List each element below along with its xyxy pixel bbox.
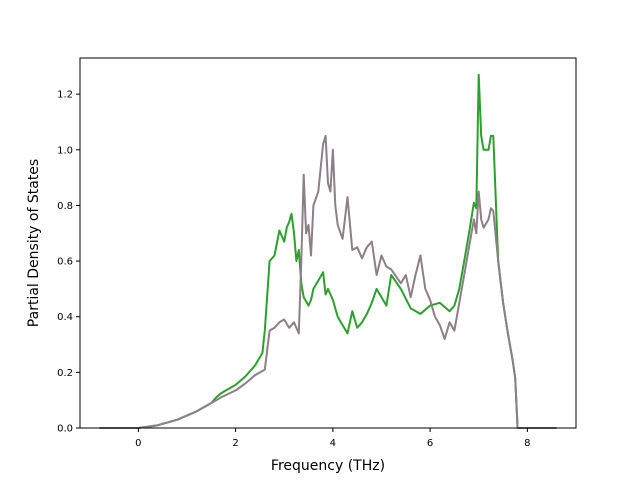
series-line-2: [99, 134, 557, 429]
y-tick-label: 0.0: [57, 424, 73, 435]
x-tick-label: 0: [135, 438, 141, 449]
y-tick-label: 0.2: [57, 368, 73, 379]
plot-frame: [79, 57, 577, 429]
x-tick-label: 4: [330, 438, 336, 449]
y-tick-label: 1.2: [57, 90, 73, 101]
y-tick-label: 0.8: [57, 201, 73, 212]
axis-ticks: 0 2 4 6 8 0.0 0.2 0.4 0.6 0.8 1.0 1.2: [57, 90, 530, 449]
x-tick-label: 8: [524, 438, 530, 449]
series-lines: [99, 73, 557, 429]
y-axis-label: Partial Density of States: [26, 159, 42, 327]
x-axis-label: Frequency (THz): [271, 458, 385, 474]
y-tick-label: 0.4: [57, 312, 73, 323]
y-tick-label: 0.6: [57, 257, 73, 268]
x-tick-label: 2: [232, 438, 238, 449]
y-tick-label: 1.0: [57, 145, 73, 156]
x-tick-label: 6: [427, 438, 433, 449]
series-line-1: [99, 73, 557, 429]
